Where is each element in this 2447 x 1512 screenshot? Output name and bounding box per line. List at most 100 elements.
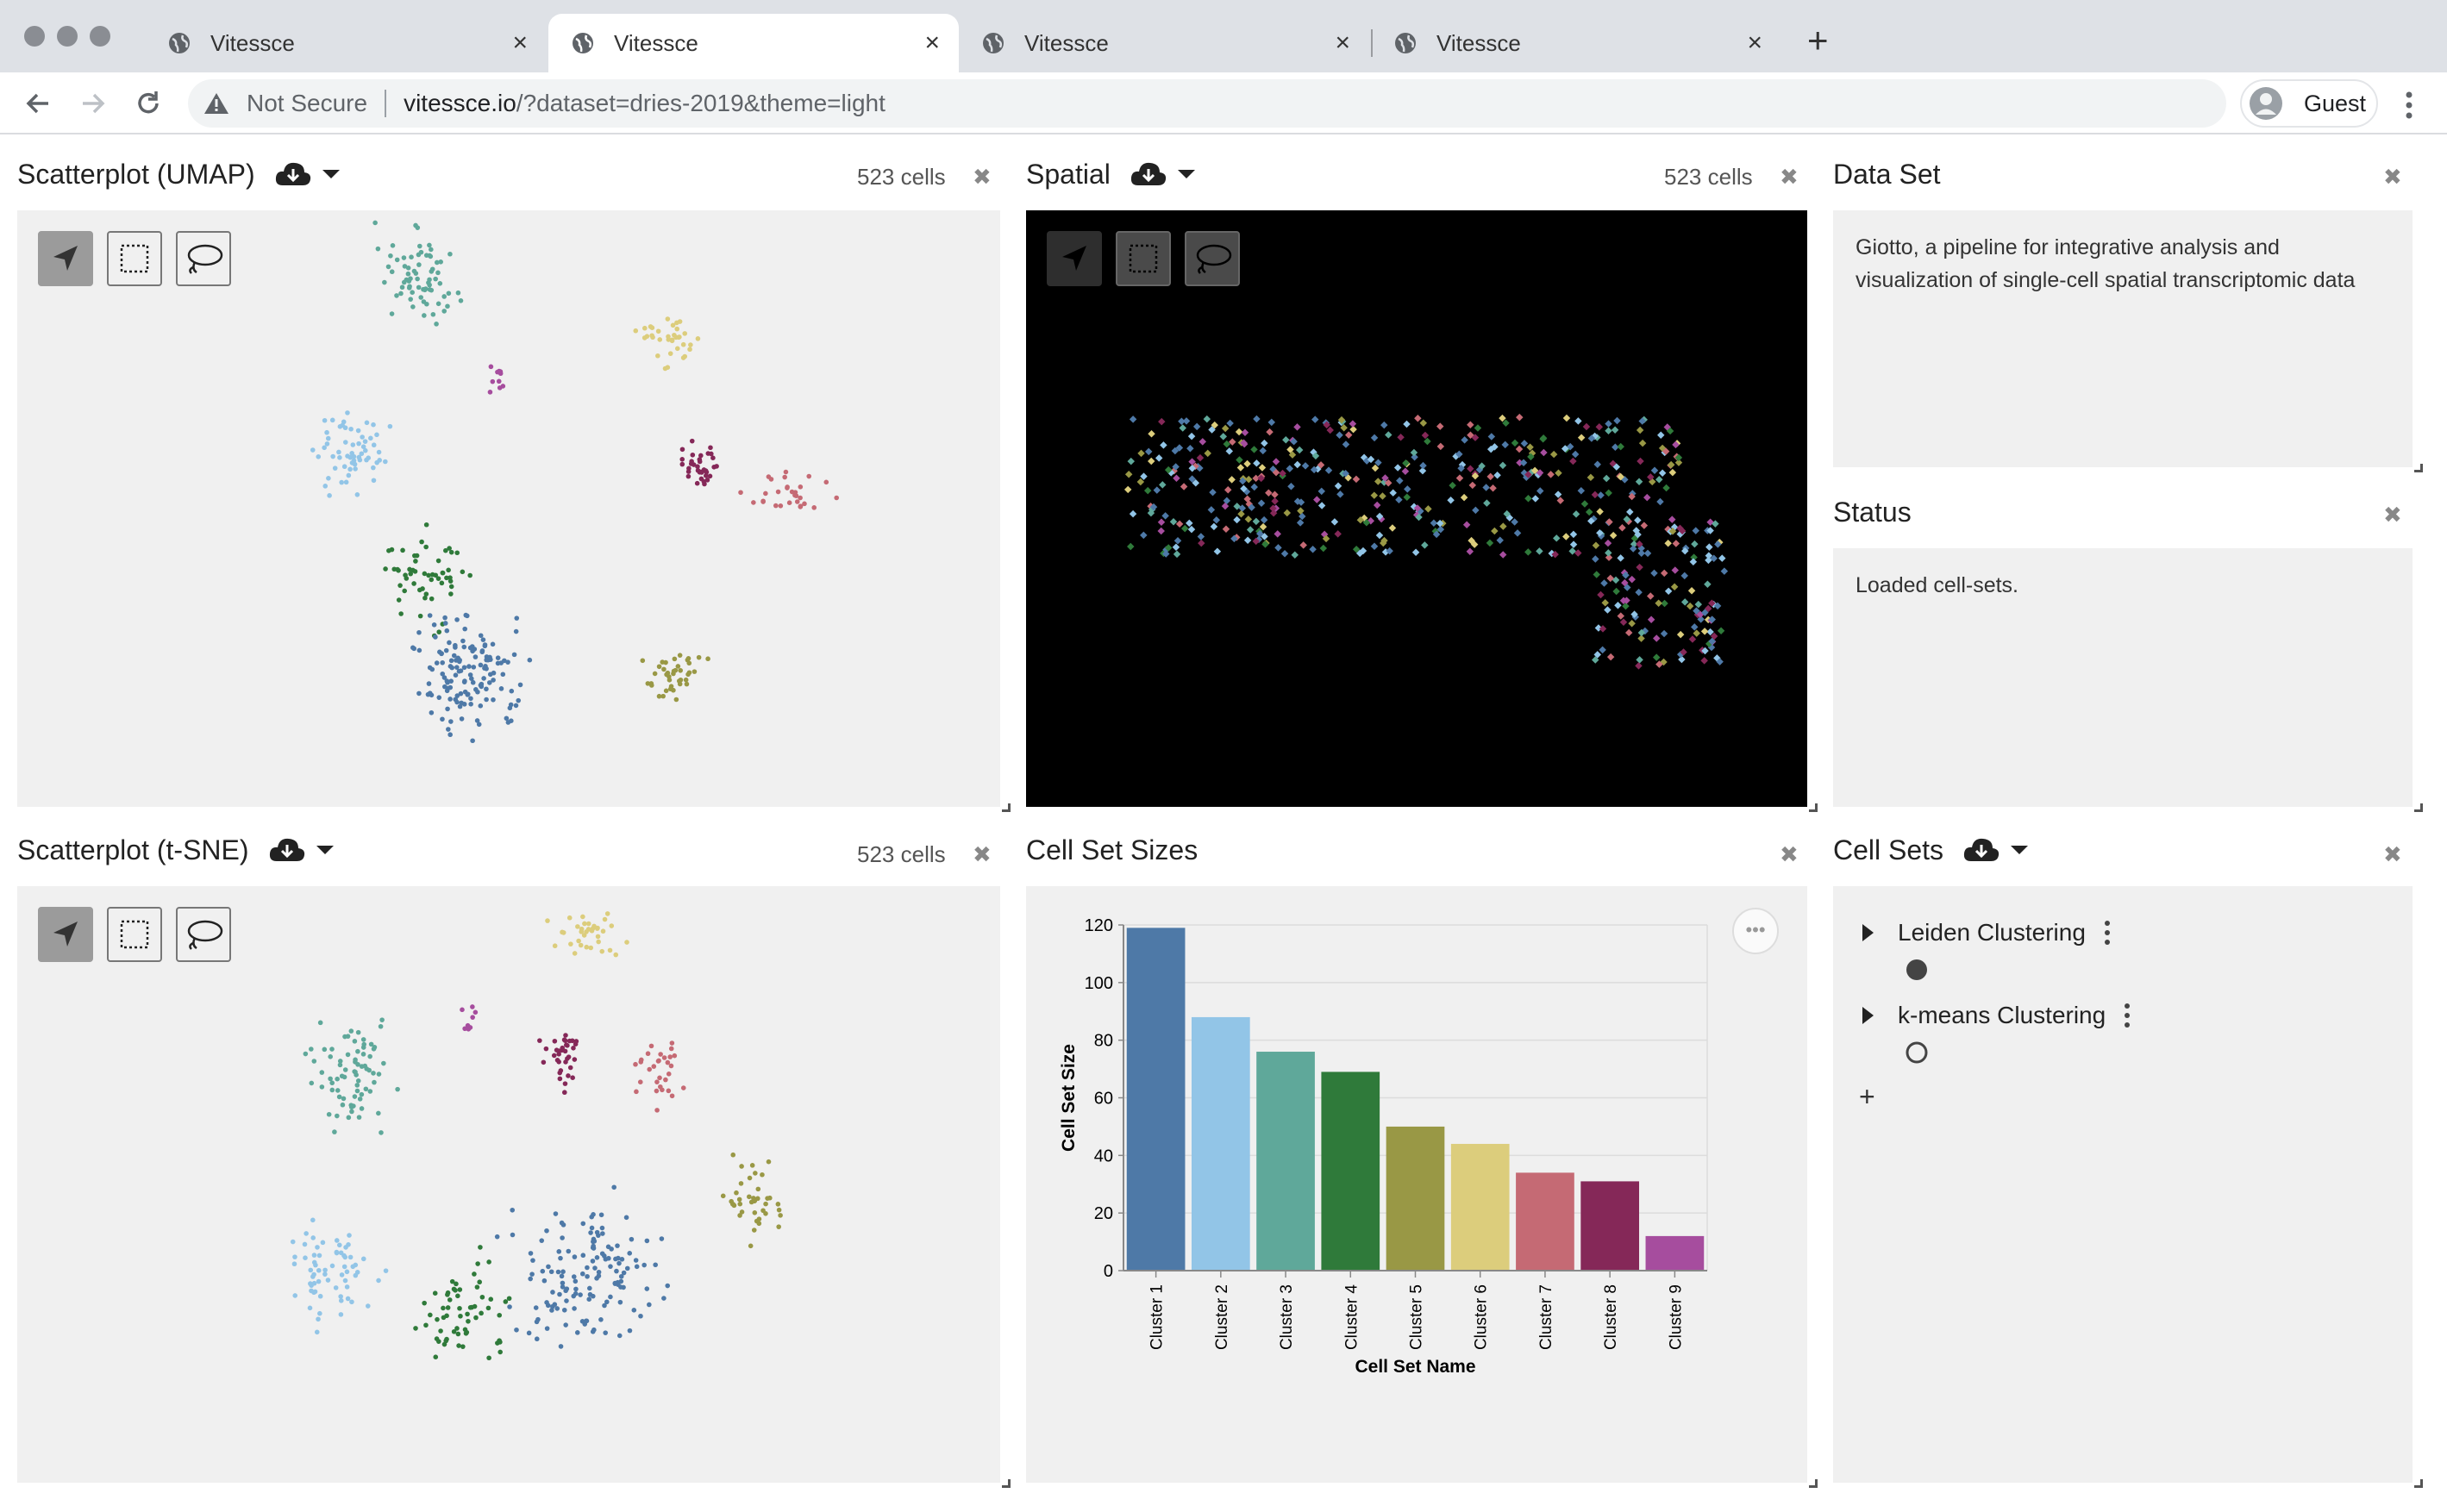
tree-item-leiden[interactable]: Leiden Clustering [1862, 919, 2112, 947]
bar[interactable] [1256, 1052, 1315, 1271]
close-tab-icon[interactable]: × [512, 28, 528, 57]
more-vertical-icon[interactable] [2103, 919, 2112, 947]
back-arrow-icon[interactable] [19, 84, 57, 122]
cell-point [347, 1254, 354, 1260]
bar[interactable] [1580, 1181, 1640, 1271]
cell-point [411, 581, 416, 586]
cell-point [1212, 516, 1221, 524]
pan-tool-button[interactable] [38, 231, 93, 286]
window-minimize-dot[interactable] [57, 26, 78, 47]
close-panel-icon[interactable]: ✖ [1780, 164, 1799, 190]
cell-point [528, 1276, 533, 1282]
rectangle-select-button[interactable] [107, 231, 162, 286]
lasso-select-button[interactable] [176, 231, 231, 286]
cell-point [1614, 601, 1622, 609]
bar[interactable] [1645, 1235, 1705, 1271]
cell-point [1605, 420, 1612, 428]
close-panel-icon[interactable]: ✖ [973, 164, 992, 190]
expand-caret-icon[interactable] [1862, 1007, 1874, 1024]
browser-tab-3[interactable]: Vitessce × [959, 14, 1369, 72]
resize-handle[interactable] [1809, 1479, 1818, 1488]
close-tab-icon[interactable]: × [1335, 28, 1350, 57]
close-tab-icon[interactable]: × [1747, 28, 1762, 57]
lasso-select-button[interactable] [176, 907, 231, 962]
cell-point [600, 928, 606, 934]
cell-point [437, 649, 442, 655]
rectangle-select-button[interactable] [1116, 231, 1171, 286]
resize-handle[interactable] [2414, 1479, 2423, 1488]
close-panel-icon[interactable]: ✖ [2383, 841, 2402, 867]
cell-point [823, 479, 829, 485]
download-menu[interactable] [274, 159, 340, 189]
browser-menu-icon[interactable] [2399, 88, 2419, 122]
cell-point [372, 1079, 377, 1085]
reload-icon[interactable] [129, 84, 167, 122]
lasso-select-button[interactable] [1185, 231, 1240, 286]
pan-tool-button[interactable] [1047, 231, 1102, 286]
add-cell-set-button[interactable]: + [1859, 1081, 1875, 1112]
bar[interactable] [1126, 928, 1186, 1271]
browser-tab-1[interactable]: Vitessce × [145, 14, 547, 72]
profile-button[interactable]: Guest [2240, 79, 2378, 128]
close-panel-icon[interactable]: ✖ [2383, 502, 2402, 528]
cell-point [476, 722, 482, 728]
more-vertical-icon[interactable] [2123, 1002, 2131, 1029]
umap-scatterplot[interactable] [17, 210, 1000, 807]
download-menu[interactable] [1130, 159, 1195, 189]
filled-circle-radio[interactable] [1904, 957, 1930, 983]
spatial-view[interactable] [1026, 210, 1807, 807]
resize-handle[interactable] [2414, 803, 2423, 812]
bar[interactable] [1321, 1072, 1380, 1271]
pan-tool-button[interactable] [38, 907, 93, 962]
cell-point [1708, 615, 1716, 623]
cell-point [433, 634, 438, 640]
close-tab-icon[interactable]: × [924, 28, 940, 57]
close-panel-icon[interactable]: ✖ [973, 841, 992, 867]
cell-point [302, 1241, 308, 1247]
rectangle-select-button[interactable] [107, 907, 162, 962]
tsne-scatterplot[interactable] [17, 886, 1000, 1483]
cell-point [368, 1041, 374, 1047]
close-panel-icon[interactable]: ✖ [1780, 841, 1799, 867]
cell-point [590, 1245, 596, 1251]
cell-point [1424, 437, 1431, 446]
cell-point [1228, 476, 1236, 484]
cell-point [682, 331, 688, 336]
forward-arrow-icon[interactable] [74, 84, 112, 122]
window-close-dot[interactable] [24, 26, 45, 47]
browser-tab-4[interactable]: Vitessce × [1371, 14, 1781, 72]
new-tab-icon[interactable]: + [1807, 20, 1829, 60]
cell-point [685, 473, 692, 479]
download-menu[interactable] [1962, 835, 2029, 865]
cell-point [572, 1057, 578, 1062]
url-path: /?dataset=dries-2019&theme=light [516, 90, 886, 116]
cell-point [383, 1268, 389, 1273]
empty-circle-radio[interactable] [1904, 1040, 1930, 1065]
cell-point [1601, 599, 1609, 607]
cell-point [1311, 415, 1319, 423]
cell-point [634, 1089, 639, 1095]
chart-actions-button[interactable] [1732, 908, 1779, 954]
cell-point [445, 1305, 451, 1310]
download-menu[interactable] [268, 835, 334, 865]
cell-point [1471, 434, 1480, 441]
cell-point [505, 720, 511, 725]
window-zoom-dot[interactable] [90, 26, 110, 47]
close-panel-icon[interactable]: ✖ [2383, 164, 2402, 190]
bar[interactable] [1450, 1143, 1510, 1271]
resize-handle[interactable] [1809, 803, 1818, 812]
bar[interactable] [1386, 1126, 1445, 1271]
tree-item-kmeans[interactable]: k-means Clustering [1862, 1002, 2131, 1029]
cell-point [558, 1255, 563, 1261]
expand-caret-icon[interactable] [1862, 924, 1874, 941]
resize-handle[interactable] [2414, 464, 2423, 472]
resize-handle[interactable] [1002, 1479, 1011, 1488]
browser-tab-2[interactable]: Vitessce × [548, 14, 959, 72]
address-bar[interactable]: Not Secure vitessce.io/?dataset=dries-20… [188, 79, 2226, 128]
bar[interactable] [1191, 1016, 1250, 1271]
resize-handle[interactable] [1002, 803, 1011, 812]
cell-point [434, 322, 439, 327]
cell-point [1697, 615, 1705, 623]
bar[interactable] [1516, 1172, 1574, 1271]
cell-point [683, 677, 689, 683]
